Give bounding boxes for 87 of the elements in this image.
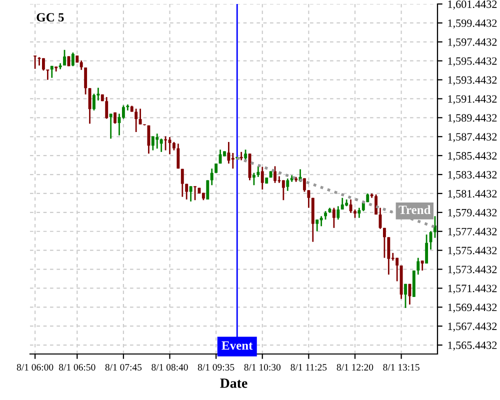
- candlestick: [147, 124, 150, 154]
- x-tick-label: 8/1 07:45: [105, 364, 142, 371]
- y-tick-label: 1,585.4432: [448, 152, 497, 162]
- candlestick: [358, 207, 361, 219]
- candlestick: [109, 113, 112, 140]
- y-tick-label: 1,593.4432: [448, 76, 497, 86]
- candlestick: [303, 178, 306, 192]
- candlestick: [387, 236, 390, 276]
- candlestick: [63, 49, 66, 66]
- y-tick-label: 1,571.4432: [448, 284, 497, 294]
- y-tick-label: 1,595.4432: [448, 57, 497, 66]
- candlestick: [252, 172, 256, 186]
- candlestick: [274, 166, 276, 184]
- candlestick: [122, 104, 125, 120]
- candlestick: [180, 168, 184, 198]
- candlestick: [404, 283, 407, 309]
- y-tick-label: 1,587.4432: [448, 133, 497, 142]
- candlestick: [151, 136, 154, 152]
- candlestick: [282, 180, 285, 201]
- candlestick: [244, 148, 248, 160]
- x-tick-label: 8/1 06:50: [59, 364, 96, 371]
- candlestick: [71, 52, 74, 67]
- candlestick: [105, 96, 108, 120]
- x-tick-label: 8/1 12:20: [336, 364, 374, 371]
- y-tick-label: 1,569.4432: [448, 304, 497, 313]
- candlestick: [420, 260, 424, 272]
- candlestick: [286, 178, 290, 192]
- candlestick: [256, 166, 260, 178]
- candlestick: [316, 218, 319, 232]
- candlestick: [218, 148, 222, 164]
- x-tick-label: 8/1 09:35: [198, 364, 234, 371]
- y-tick-label: 1,579.4432: [448, 208, 497, 218]
- candlestick: [189, 186, 192, 202]
- candlestick: [84, 66, 88, 96]
- y-tick-label: 1,573.4432: [448, 266, 497, 275]
- candlestick: [240, 151, 243, 161]
- text: GC 5: [36, 13, 64, 22]
- candlestick: [185, 183, 188, 200]
- candlestick: [307, 190, 310, 209]
- x-tick-label: 8/1 08:40: [152, 364, 188, 371]
- candlestick: [260, 166, 264, 190]
- candlestick: [396, 257, 399, 282]
- candlestick: [80, 60, 83, 71]
- candlestick: [42, 58, 45, 72]
- candlestick: [332, 207, 336, 229]
- y-tick-label: 1,577.4432: [448, 228, 497, 237]
- candlestick: [156, 132, 159, 150]
- candlestick: [206, 180, 210, 200]
- candlestick: [34, 54, 37, 70]
- candlestick: [88, 87, 92, 124]
- candlestick: [434, 215, 436, 239]
- candlestick: [416, 257, 420, 276]
- y-tick-label: 1,565.4432: [448, 342, 497, 351]
- candlestick: [231, 152, 234, 170]
- x-tick-label: 8/1 13:15: [383, 364, 420, 371]
- x-tick-label: 8/1 11:25: [290, 364, 327, 371]
- candlestick: [336, 206, 340, 220]
- candlestick: [160, 138, 163, 153]
- candlestick: [164, 136, 168, 152]
- series-label: Trend: [398, 205, 431, 214]
- candlestick: [227, 141, 230, 164]
- candlestick: [138, 108, 142, 126]
- candlestick: [210, 168, 214, 186]
- x-tick-label: 8/1 06:00: [16, 364, 54, 371]
- candlestick: [408, 283, 412, 306]
- y-tick-label: 1,567.4432: [448, 322, 497, 332]
- y-tick-label: 1,597.4432: [448, 38, 497, 48]
- y-tick-label: 1,591.4432: [448, 95, 497, 104]
- y-tick-label: 1,599.4432: [448, 19, 497, 29]
- candlestick: [46, 68, 50, 81]
- candlestick: [134, 108, 138, 133]
- x-axis-title: Date: [220, 378, 248, 388]
- x-tick-label: 8/1 10:30: [244, 364, 281, 371]
- candlestick: [425, 234, 428, 264]
- y-tick-label: 1,601.4432: [448, 0, 497, 10]
- candlestick: [214, 162, 218, 174]
- candlestick: [194, 186, 196, 201]
- candlestick: [92, 93, 96, 112]
- ref-line-label: Event: [222, 341, 253, 350]
- candlestick: [349, 198, 352, 214]
- y-tick-label: 1,589.4432: [448, 114, 497, 124]
- y-tick-label: 1,581.4432: [448, 190, 497, 200]
- candlestick: [176, 142, 180, 170]
- y-tick-label: 1,583.4432: [448, 171, 497, 180]
- candlestick: [168, 136, 172, 155]
- candlestick: [382, 227, 386, 259]
- y-tick-label: 1,575.4432: [448, 246, 497, 256]
